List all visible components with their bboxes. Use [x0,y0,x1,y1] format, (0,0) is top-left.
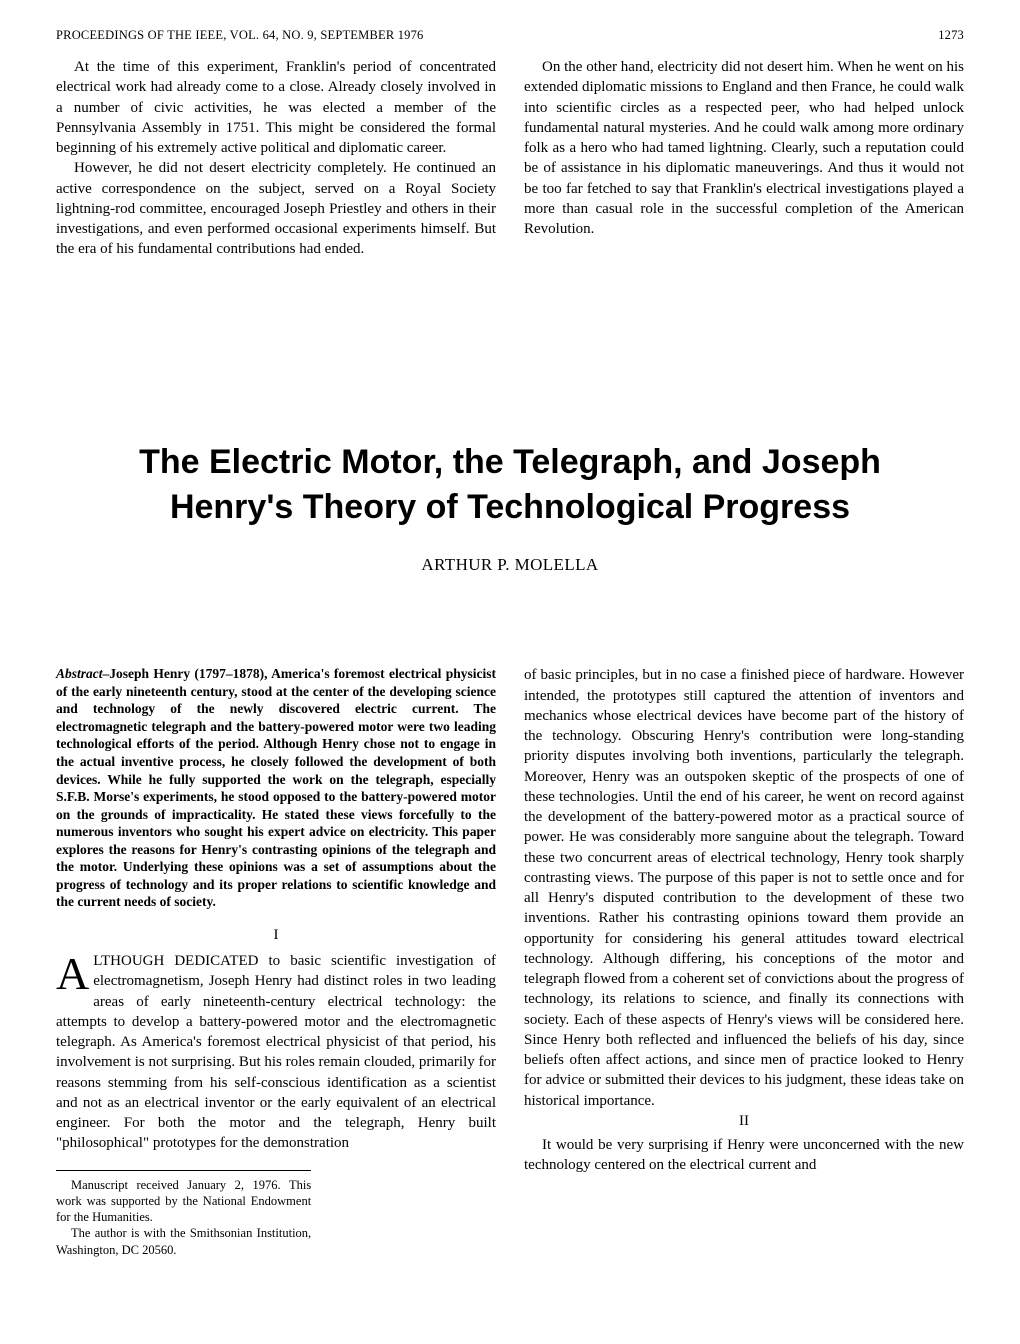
journal-name: PROCEEDINGS OF THE IEEE, VOL. 64, NO. 9,… [56,28,424,43]
author-name: ARTHUR P. MOLELLA [56,555,964,575]
page-number: 1273 [938,28,964,43]
section-number: II [524,1111,964,1131]
dropcap: A [56,951,93,994]
article-title: The Electric Motor, the Telegraph, and J… [76,440,944,532]
abstract: Abstract–Joseph Henry (1797–1878), Ameri… [56,665,496,911]
footnote: Manuscript received January 2, 1976. Thi… [56,1177,311,1226]
body-paragraph: At the time of this experiment, Franklin… [56,57,496,158]
running-header: PROCEEDINGS OF THE IEEE, VOL. 64, NO. 9,… [56,28,964,43]
abstract-text: –Joseph Henry (1797–1878), America's for… [56,666,496,909]
footnotes: Manuscript received January 2, 1976. Thi… [56,1170,311,1258]
left-column: Abstract–Joseph Henry (1797–1878), Ameri… [56,665,496,1258]
footnote: The author is with the Smithsonian Insti… [56,1225,311,1258]
prior-article-tail: At the time of this experiment, Franklin… [56,57,964,260]
article-body: Abstract–Joseph Henry (1797–1878), Ameri… [56,665,964,1258]
body-paragraph: It would be very surprising if Henry wer… [524,1135,964,1176]
section-number: I [56,925,496,945]
body-paragraph: However, he did not desert electricity c… [56,158,496,259]
body-paragraph: of basic principles, but in no case a fi… [524,665,964,1111]
body-paragraph: On the other hand, electricity did not d… [524,57,964,239]
abstract-label: Abstract [56,666,103,681]
right-column: of basic principles, but in no case a fi… [524,665,964,1258]
body-paragraph: ALTHOUGH DEDICATED to basic scientific i… [56,951,496,1154]
body-text: LTHOUGH DEDICATED to basic scientific in… [56,953,496,1151]
